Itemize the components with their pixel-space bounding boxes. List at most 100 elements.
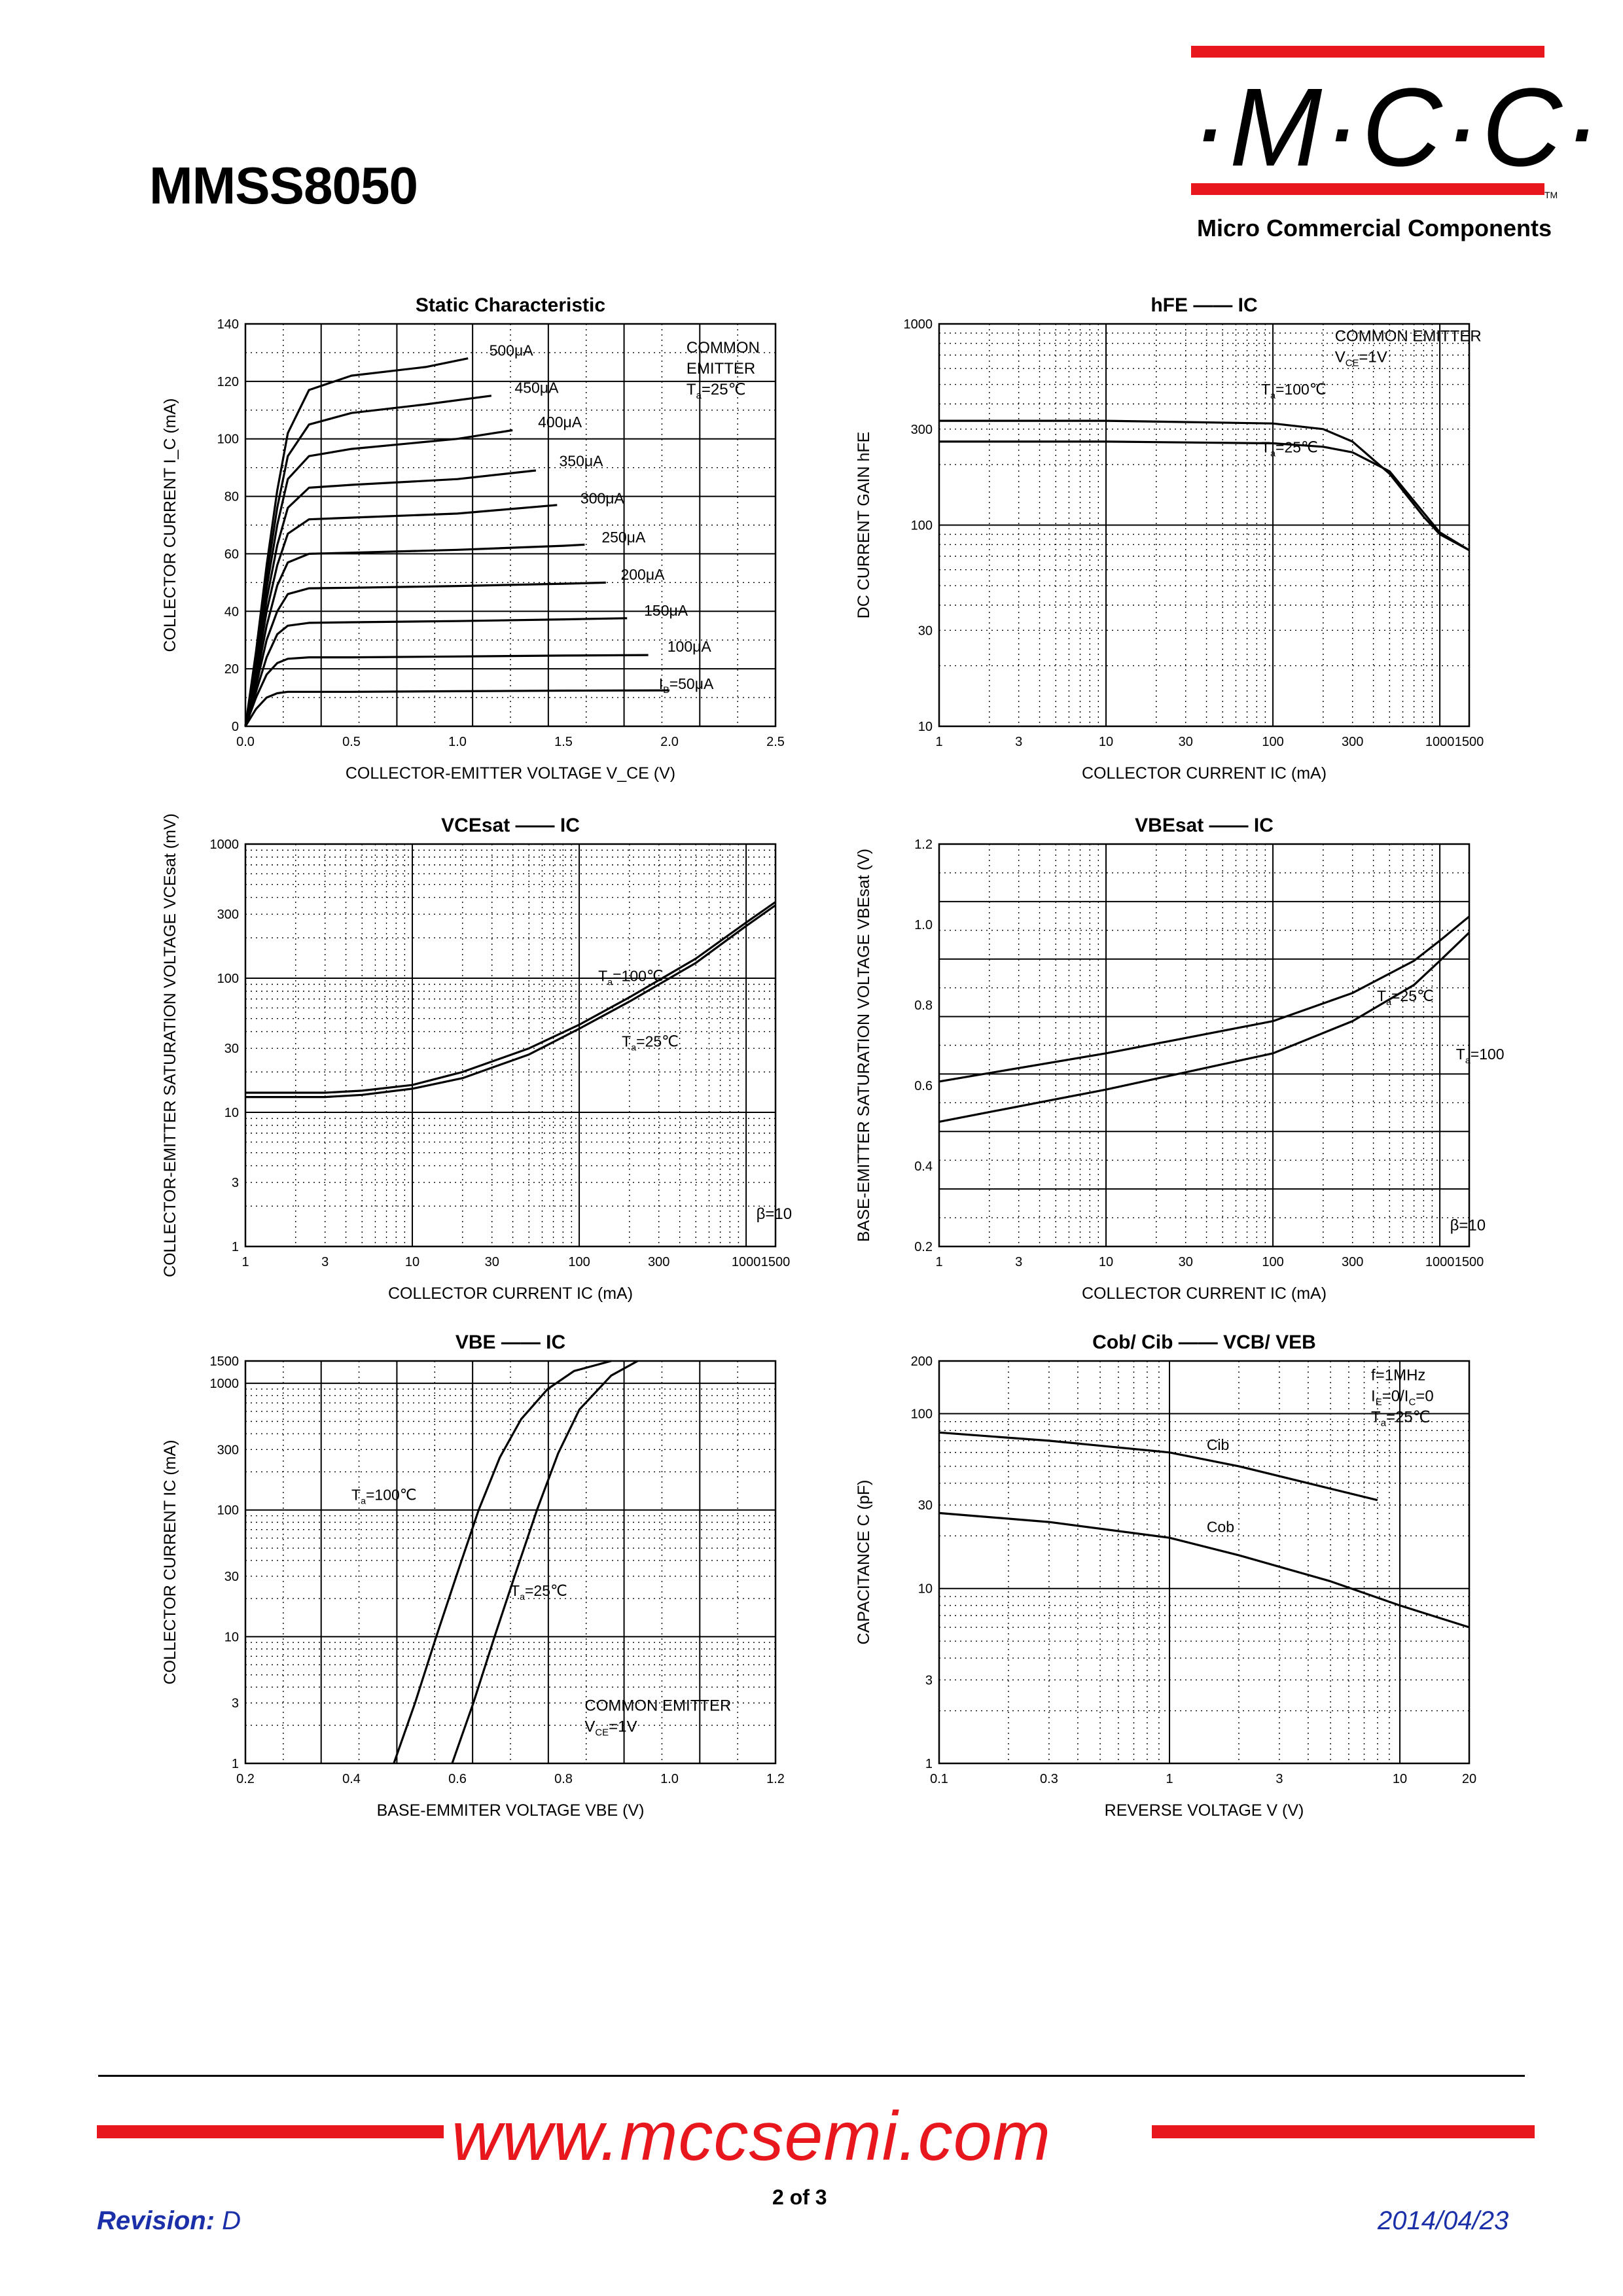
part-number: MMSS8050 [149, 156, 418, 215]
chart-vbesat: VBEsat —— IC1 3 10 30 100 300 1000 15000.20.40.… [855, 815, 1505, 1303]
y-axis-label: COLLECTOR CURRENT I_C (mA) [161, 398, 179, 652]
x-tick-label: 100 [1262, 735, 1283, 749]
series-label: Ta=100℃ [1261, 381, 1327, 401]
series-line [244, 357, 469, 727]
x-tick-label: 3 [321, 1255, 329, 1269]
x-tick-label: 300 [1342, 735, 1363, 749]
annotation-line: IE=0/IC=0 [1371, 1388, 1434, 1408]
series-labels: Ta=100℃ Ta=25℃ [1261, 381, 1327, 459]
series-labels: Ta=100℃ Ta=25℃ [351, 1486, 567, 1602]
y-axis-ticks: 0.2 0.4 0.6 0.8 1.0 1.2 [914, 838, 933, 1254]
x-tick-label: 2.5 [766, 735, 785, 749]
footer-bar-right [1152, 2125, 1535, 2138]
annotation-line: f=1MHz [1371, 1367, 1425, 1385]
x-tick-label: 2.0 [660, 735, 679, 749]
trademark: TM [1544, 190, 1558, 200]
x-axis-label: COLLECTOR CURRENT IC (mA) [388, 1284, 633, 1303]
x-tick-label: 300 [1342, 1255, 1363, 1269]
x-tick-label: 0.2 [236, 1772, 255, 1786]
annotation-line: COMMON EMITTER [584, 1697, 731, 1715]
y-tick-label: 30 [224, 1570, 239, 1584]
annotation: β=10 [1450, 1216, 1486, 1234]
y-axis-label: CAPACITANCE C (pF) [855, 1480, 873, 1645]
x-tick-label: 10 [1099, 1255, 1113, 1269]
chart-title: Cob/ Cib —— VCB/ VEB [1092, 1332, 1316, 1353]
annotation-line: EMITTER [687, 360, 755, 378]
series-line [938, 1511, 1470, 1629]
annotation: COMMON EMITTER VCE=1V [1335, 328, 1482, 369]
y-tick-label: 0.4 [914, 1159, 933, 1174]
y-tick-label: 300 [217, 908, 239, 922]
series-label: Ta=100℃ [1456, 1046, 1505, 1066]
y-tick-label: 20 [224, 662, 239, 677]
x-tick-label: 1500 [1455, 1255, 1484, 1269]
series-group [244, 357, 670, 727]
series-line [244, 617, 628, 727]
y-tick-label: 1.2 [914, 838, 933, 852]
y-tick-label: 1 [925, 1757, 933, 1771]
grid [245, 844, 776, 1246]
series-line [245, 901, 776, 1094]
annotation-line: Ta=25℃ [687, 381, 746, 401]
x-tick-label: 1000 [732, 1255, 761, 1269]
y-tick-label: 1.0 [914, 918, 933, 932]
y-tick-label: 100 [217, 1504, 239, 1518]
y-axis-label: DC CURRENT GAIN hFE [855, 432, 873, 619]
x-tick-label: 100 [568, 1255, 590, 1269]
plot-frame [244, 843, 777, 1248]
series-group [938, 1431, 1470, 1629]
plot-frame [938, 323, 1471, 728]
y-tick-label: 60 [224, 547, 239, 561]
series-labels: Ta=25℃ Ta=100℃ [1377, 987, 1505, 1066]
x-tick-label: 1 [241, 1255, 249, 1269]
x-tick-label: 3 [1015, 735, 1022, 749]
footer-divider [98, 2075, 1525, 2077]
series-line [938, 1431, 1378, 1502]
series-line [244, 543, 585, 727]
y-tick-label: 100 [217, 972, 239, 986]
x-axis-ticks: 0.2 0.4 0.6 0.8 1.0 1.2 [236, 1772, 785, 1786]
x-tick-label: 0.0 [236, 735, 255, 749]
annotation-line: β=10 [757, 1205, 793, 1223]
website-link[interactable]: www.mccsemi.com [452, 2098, 1052, 2175]
annotation: COMMON EMITTER Ta=25℃ [687, 339, 760, 401]
series-labels: Cib Cob [1207, 1436, 1234, 1536]
chart-capacitance: Cob/ Cib —— VCB/ VEB 0.1 0.3 1 3 10 20 1 3 10 30 10… [855, 1332, 1476, 1820]
x-tick-label: 1.2 [766, 1772, 785, 1786]
x-tick-label: 3 [1275, 1772, 1283, 1786]
x-tick-label: 0.3 [1040, 1772, 1058, 1786]
x-axis-ticks: 1 3 10 30 100 300 1000 1500 [241, 1255, 790, 1269]
y-tick-label: 1000 [210, 838, 240, 852]
revision: Revision: D [97, 2206, 241, 2236]
x-axis-label: COLLECTOR CURRENT IC (mA) [1082, 764, 1327, 783]
y-tick-label: 100 [911, 519, 933, 533]
series-label: Ta=25℃ [1377, 987, 1434, 1008]
series-label: 100μA [668, 638, 712, 655]
y-tick-label: 100 [217, 433, 239, 447]
annotation-line: Ta=25℃ [1371, 1409, 1431, 1429]
series-group [245, 901, 776, 1099]
x-tick-label: 1500 [1455, 735, 1484, 749]
x-axis-label: REVERSE VOLTAGE V (V) [1105, 1801, 1304, 1820]
chart-title-text: VBEsat —— IC [1135, 815, 1274, 836]
revision-label: Revision: [97, 2206, 215, 2235]
series-label: 450μA [514, 379, 559, 396]
x-tick-label: 1000 [1425, 735, 1455, 749]
x-tick-label: 0.6 [448, 1772, 467, 1786]
revision-value: D [222, 2206, 241, 2235]
series-line [451, 1360, 639, 1764]
y-tick-label: 30 [918, 624, 933, 638]
x-tick-label: 3 [1015, 1255, 1022, 1269]
series-label: 300μA [580, 490, 625, 507]
y-tick-label: 140 [217, 317, 239, 332]
series-label: IB=50μA [659, 675, 714, 696]
x-tick-label: 10 [1099, 735, 1113, 749]
y-tick-label: 0.2 [914, 1240, 933, 1254]
series-line [244, 395, 492, 727]
x-tick-label: 300 [648, 1255, 669, 1269]
chart-hfe: hFE —— IC1 3 10 30 100 300 1000 150010301003001… [855, 294, 1484, 783]
series-line [244, 689, 670, 727]
chart-title-text: VBE —— IC [455, 1332, 565, 1353]
y-tick-label: 0.6 [914, 1079, 933, 1093]
chart-title: Static Characteristic [416, 294, 605, 316]
